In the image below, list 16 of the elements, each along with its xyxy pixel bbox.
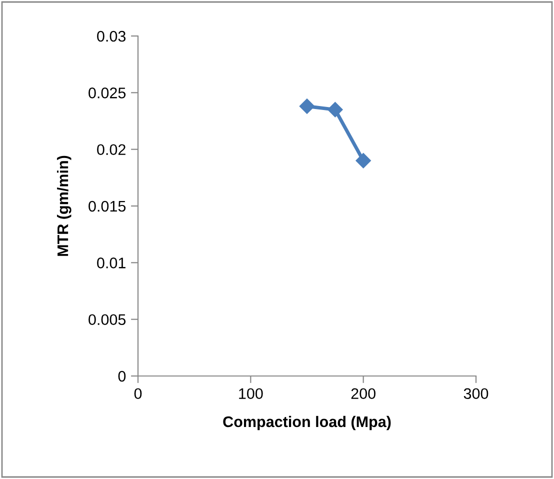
point (328, 102, 343, 118)
point (299, 98, 315, 114)
x-tick-label: 0 (134, 388, 142, 400)
y-axis-title: MTR (gm/min) (56, 156, 72, 256)
x-tick-label: 100 (239, 388, 263, 400)
x-tick-label: 200 (351, 388, 376, 400)
x-tick-label: 300 (464, 388, 488, 400)
y-tick-label: 0 (118, 370, 126, 382)
y-tick-label: 0.01 (97, 258, 126, 268)
y-tick-label: 0.03 (97, 30, 126, 42)
point (356, 153, 371, 168)
y-tick-label: 0.02 (97, 144, 126, 156)
x-axis-title: Compaction load (Mpa) (223, 416, 391, 430)
y-tick-label: 0.015 (88, 200, 126, 212)
y-tick-label: 0.005 (88, 314, 126, 326)
y-tick-label: 0.025 (88, 88, 126, 98)
